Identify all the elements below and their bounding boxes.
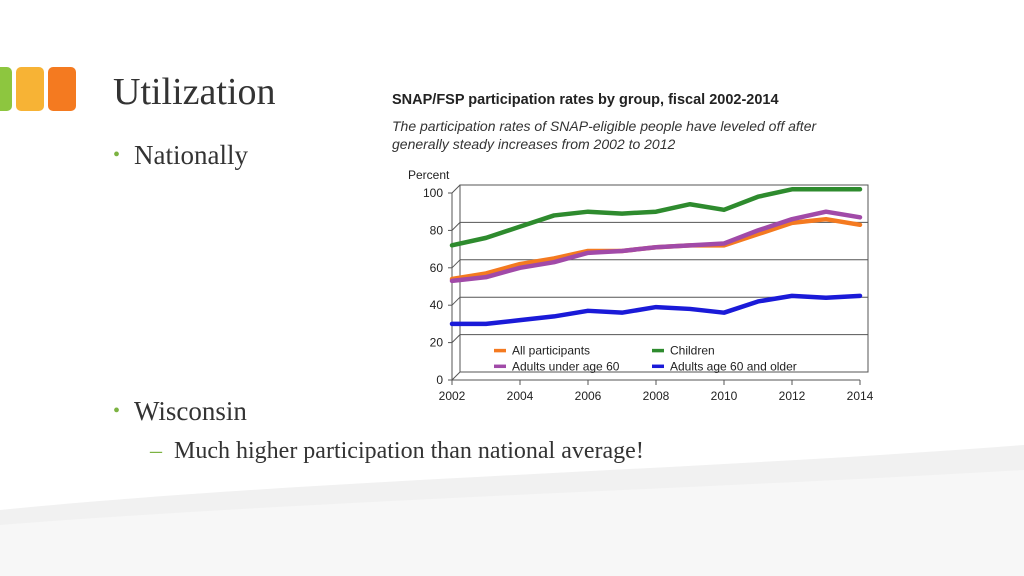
chart-title: SNAP/FSP participation rates by group, f… [392,92,779,108]
sub-bullet: – Much higher participation than nationa… [150,438,644,465]
gridline-depth [451,184,461,194]
orange-block [48,67,76,111]
y-tick-label: 80 [430,223,444,237]
gridline-depth [451,371,461,381]
series-line-3 [449,293,863,327]
y-axis-title: Percent [408,168,450,182]
x-tick-label: 2002 [439,389,466,403]
gridline-depth [451,259,461,269]
y-tick-label: 20 [430,336,444,350]
y-tick-label: 100 [423,186,443,200]
y-tick-label: 40 [430,298,444,312]
slide-title: Utilization [113,71,276,113]
bullet-wisconsin: • Wisconsin [113,396,247,427]
y-tick-label: 60 [430,261,444,275]
legend-label: All participants [512,344,590,358]
bullet-text: Wisconsin [134,396,247,426]
sub-bullet-text: Much higher participation than national … [174,438,644,464]
x-tick-label: 2004 [507,389,534,403]
yellow-block [16,67,44,111]
legend-label: Adults age 60 and older [670,359,797,373]
bullet-text: Nationally [134,140,248,170]
bullet-dot: • [113,144,121,166]
sub-bullet-dash: – [150,438,162,464]
x-tick-label: 2008 [643,389,670,403]
chart-subtitle: The participation rates of SNAP-eligible… [392,118,817,152]
participation-line-chart: 0 20 40 60 80 100 Percent 2002 2004 2006 2008 2010 2… [408,168,874,403]
bullet-dot: • [113,400,121,422]
legend-label: Adults under age 60 [512,359,620,373]
x-tick-label: 2014 [847,389,874,403]
gridline-depth [451,222,461,231]
gridline-depth [451,334,461,343]
bullet-nationally: • Nationally [113,140,248,171]
decorative-blocks [0,67,80,111]
legend-label: Children [670,344,715,358]
green-block [0,67,12,111]
gridline-depth [451,296,461,306]
x-tick-label: 2010 [711,389,738,403]
y-tick-label: 0 [436,373,443,387]
x-tick-label: 2006 [575,389,602,403]
x-tick-label: 2012 [779,389,806,403]
